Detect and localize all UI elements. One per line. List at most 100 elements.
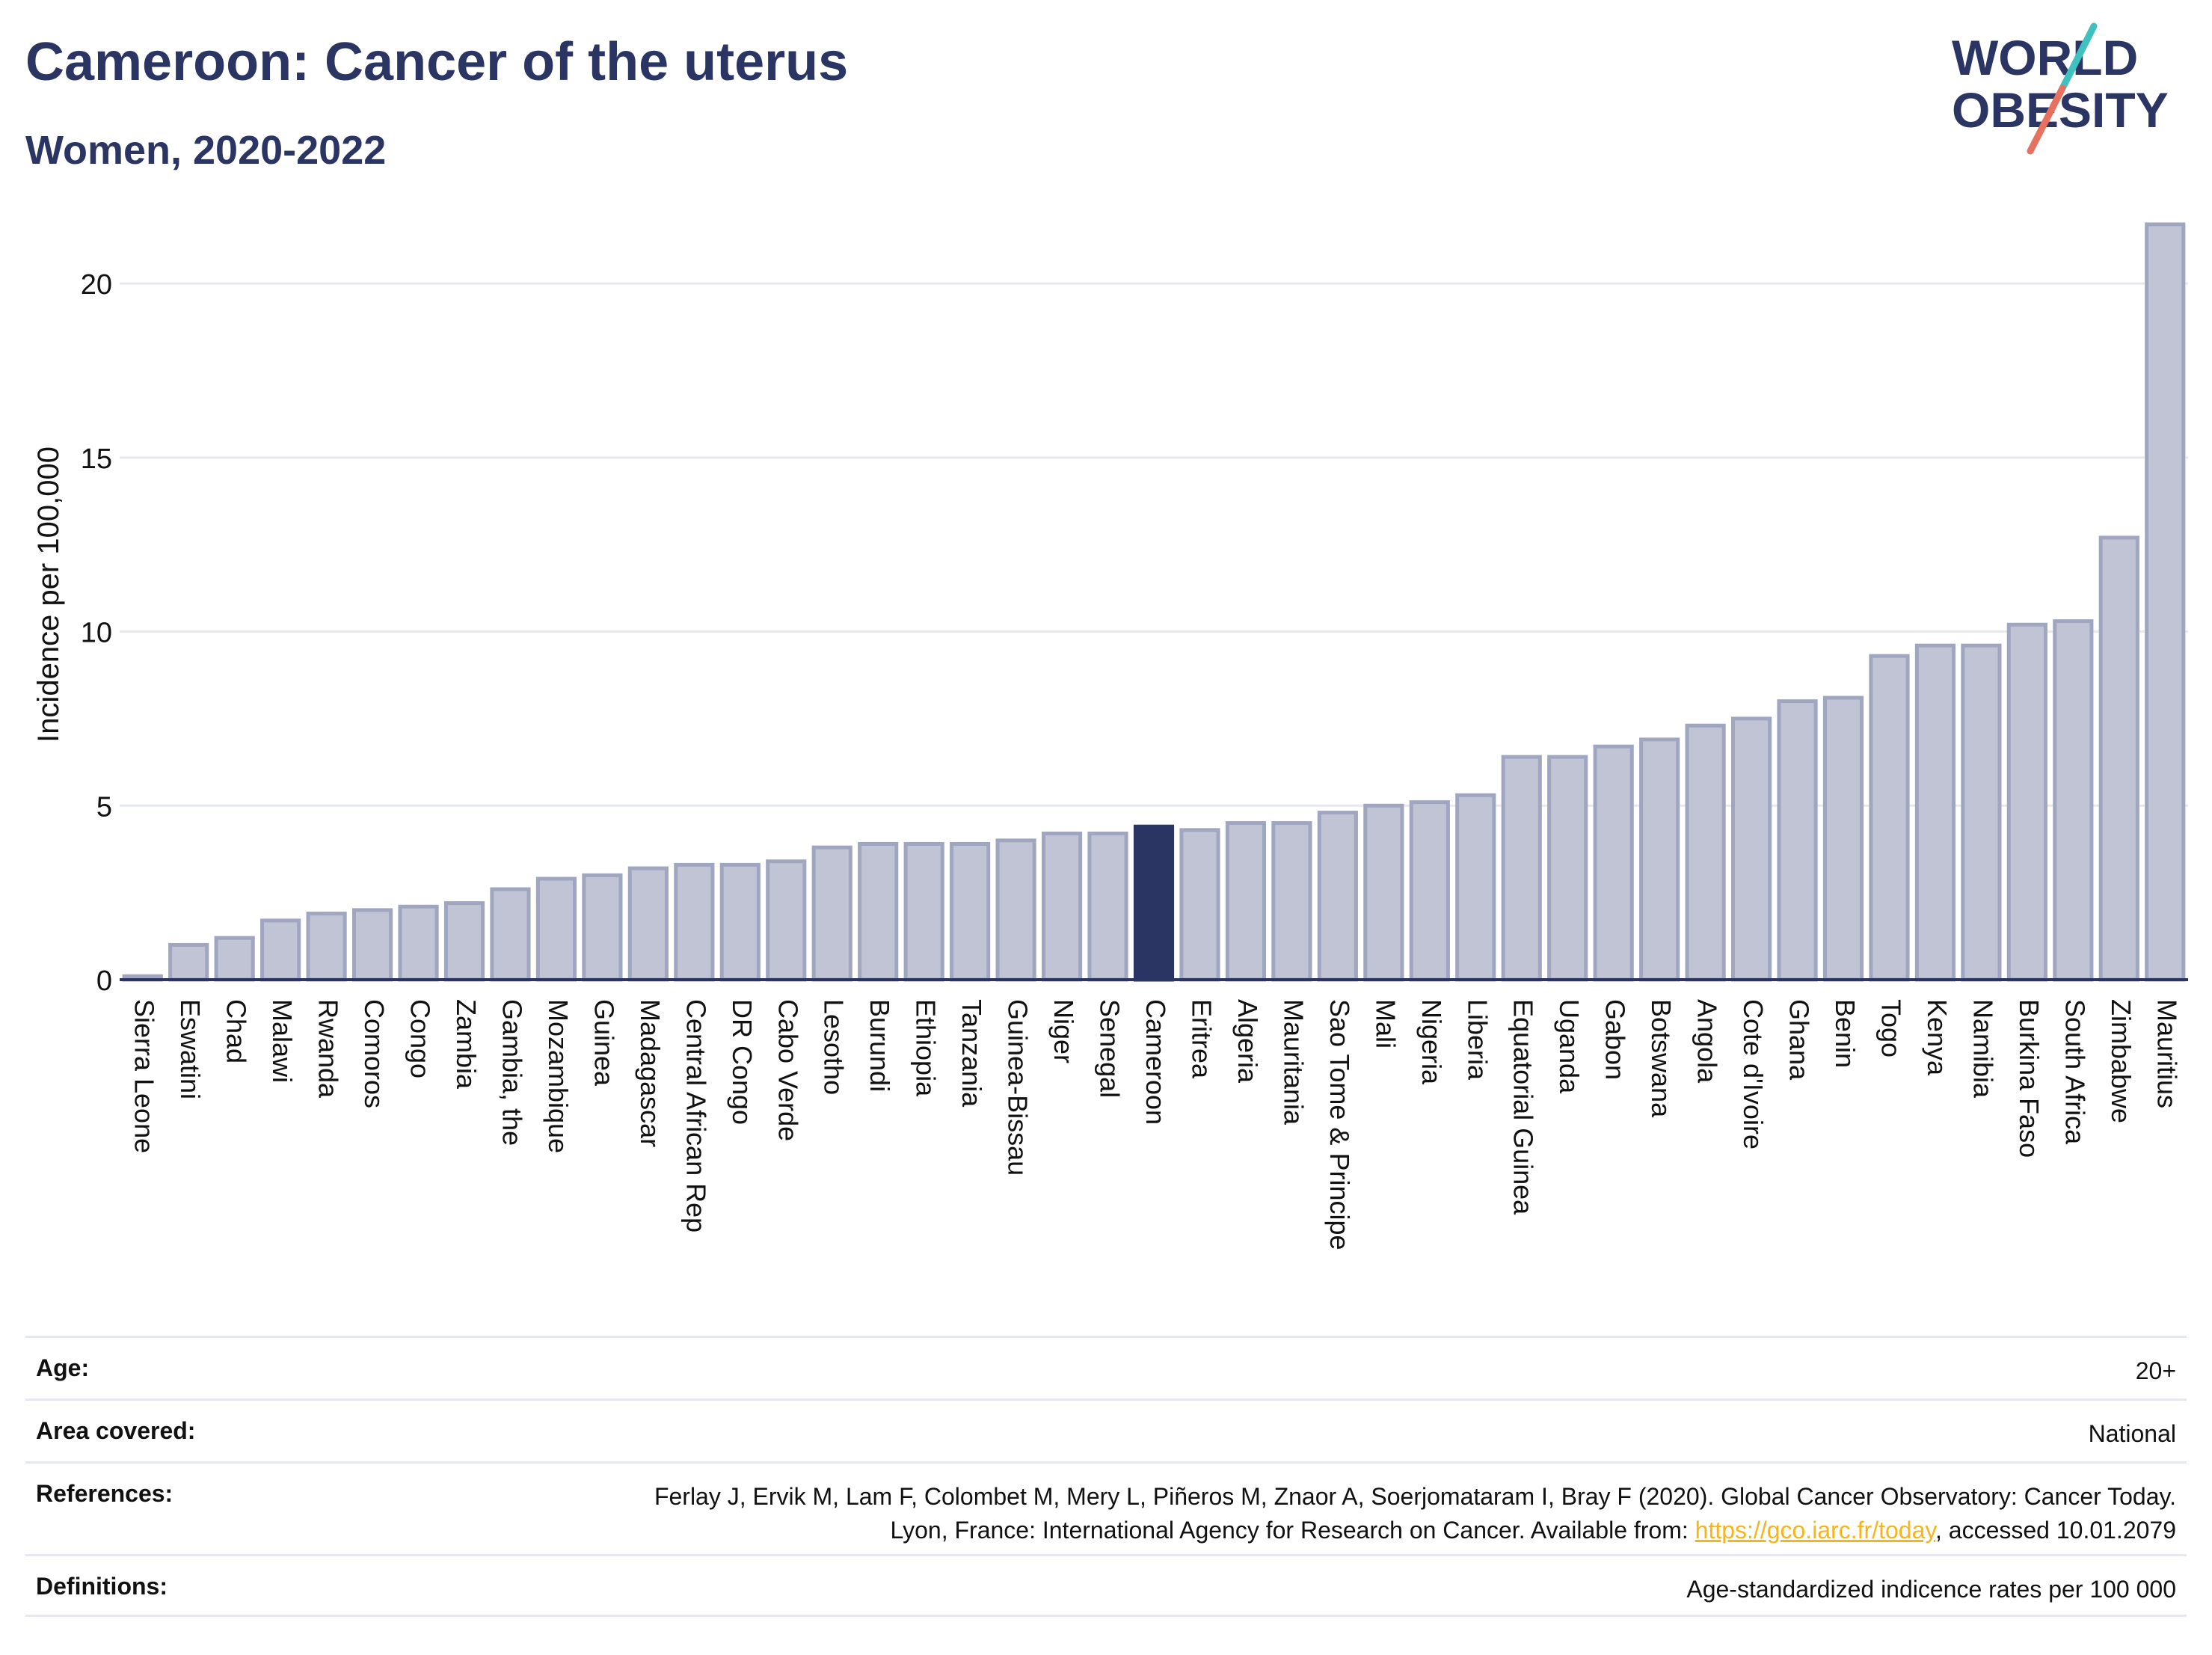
page-title: Cameroon: Cancer of the uterus bbox=[25, 32, 849, 92]
x-tick-label: Eritrea bbox=[1186, 999, 1217, 1079]
bar-algeria bbox=[1225, 821, 1267, 982]
x-tick-label: Liberia bbox=[1462, 999, 1493, 1081]
x-tick-label: Angola bbox=[1692, 999, 1723, 1084]
bar-burundi bbox=[858, 841, 899, 982]
bar-benin bbox=[1822, 696, 1864, 982]
info-row-definitions: Definitions: Age-standardized indicence … bbox=[25, 1554, 2187, 1617]
x-tick-label: Mauritania bbox=[1278, 999, 1309, 1126]
x-tick-label: Nigeria bbox=[1416, 999, 1447, 1085]
x-tick-label: Sao Tome & Principe bbox=[1324, 999, 1355, 1250]
x-tick-label: Zimbabwe bbox=[2106, 999, 2136, 1123]
bar-zambia bbox=[443, 901, 485, 982]
x-tick-label: Madagascar bbox=[635, 999, 666, 1147]
bar-chart: 0 5 10 15 20 Sierra Leone Eswatini Chad Malawi R… bbox=[32, 222, 2188, 1250]
logo-slash-bottom bbox=[2027, 85, 2066, 155]
y-tick-label: 5 bbox=[96, 791, 112, 823]
area-value: National bbox=[2088, 1420, 2176, 1447]
bar-equatorial-guinea bbox=[1501, 755, 1542, 982]
bar-togo bbox=[1869, 654, 1910, 982]
x-tick-label: Benin bbox=[1830, 999, 1861, 1068]
bar-eritrea bbox=[1179, 828, 1220, 982]
x-tick-label: Mauritius bbox=[2151, 999, 2182, 1108]
references-accessed: , accessed 10.01.2079 bbox=[1935, 1516, 2176, 1544]
bar-congo bbox=[398, 904, 439, 982]
x-tick-label: Cabo Verde bbox=[772, 999, 803, 1141]
logo-line1: WORLD bbox=[1952, 30, 2138, 85]
logo-slash-top bbox=[2059, 22, 2098, 92]
bar-botswana bbox=[1639, 737, 1680, 982]
bar-chad bbox=[214, 936, 255, 982]
y-tick-label: 20 bbox=[81, 269, 112, 301]
bar-kenya bbox=[1914, 643, 1956, 982]
bar-namibia bbox=[1961, 643, 2002, 982]
x-tick-label: Eswatini bbox=[175, 999, 206, 1099]
bar-malawi bbox=[260, 918, 301, 982]
bar-uganda bbox=[1547, 755, 1588, 982]
references-label: References: bbox=[36, 1480, 173, 1507]
bar-mauritania bbox=[1271, 821, 1312, 982]
x-tick-label: Mali bbox=[1370, 999, 1401, 1048]
x-tick-label: Botswana bbox=[1646, 999, 1677, 1118]
x-tick-label: Comoros bbox=[359, 999, 390, 1108]
x-tick-label: Gabon bbox=[1600, 999, 1631, 1080]
bar-zimbabwe bbox=[2098, 535, 2139, 982]
x-tick-label: Gambia, the bbox=[497, 999, 527, 1146]
x-tick-label: Burundi bbox=[864, 999, 895, 1092]
x-tick-label: Mozambique bbox=[543, 999, 574, 1153]
bar-layer bbox=[122, 222, 2186, 982]
x-tick-label: Guinea-Bissau bbox=[1003, 999, 1033, 1176]
x-tick-label: Burkina Faso bbox=[2014, 999, 2044, 1158]
bar-tanzania bbox=[950, 841, 991, 982]
x-tick-label: Namibia bbox=[1967, 999, 1998, 1099]
area-label: Area covered: bbox=[36, 1417, 196, 1444]
x-tick-label: Togo bbox=[1875, 999, 1906, 1057]
info-row-references: References: Ferlay J, Ervik M, Lam F, Co… bbox=[25, 1461, 2187, 1554]
bar-cameroon bbox=[1133, 824, 1175, 982]
x-tick-label: Cote d'Ivoire bbox=[1738, 999, 1769, 1149]
bar-central-african-rep bbox=[674, 862, 715, 982]
x-tick-label: Tanzania bbox=[956, 999, 987, 1108]
x-tick-label: South Africa bbox=[2059, 999, 2090, 1145]
x-tick-label: Lesotho bbox=[819, 999, 850, 1095]
x-tick-label: DR Congo bbox=[727, 999, 758, 1125]
x-tick-label: Guinea bbox=[589, 999, 619, 1087]
world-obesity-logo: WORLD OBESITY bbox=[1952, 22, 2169, 155]
x-tick-label: Central African Rep bbox=[681, 999, 711, 1232]
bar-ethiopia bbox=[903, 841, 944, 982]
references-text: Ferlay J, Ervik M, Lam F, Colombet M, Me… bbox=[654, 1483, 2176, 1544]
age-value: 20+ bbox=[2135, 1357, 2176, 1384]
bar-gabon bbox=[1593, 744, 1634, 982]
x-tick-label: Chad bbox=[221, 999, 252, 1063]
bar-angola bbox=[1685, 723, 1726, 982]
x-tick-label: Zambia bbox=[451, 999, 482, 1090]
x-tick-label: Congo bbox=[405, 999, 436, 1078]
bar-gambia-the bbox=[490, 887, 531, 982]
bar-mauritius bbox=[2145, 222, 2186, 982]
x-tick-label: Sierra Leone bbox=[129, 999, 160, 1153]
x-tick-label: Algeria bbox=[1232, 999, 1263, 1084]
bar-burkina-faso bbox=[2006, 622, 2047, 982]
references-link[interactable]: https://gco.iarc.fr/today bbox=[1695, 1516, 1935, 1544]
bar-cote-d-ivoire bbox=[1730, 716, 1772, 982]
definitions-value: Age-standardized indicence rates per 100… bbox=[1686, 1576, 2176, 1603]
bar-rwanda bbox=[306, 912, 347, 982]
bar-eswatini bbox=[168, 942, 209, 982]
x-tick-label: Malawi bbox=[267, 999, 298, 1083]
bar-liberia bbox=[1455, 793, 1496, 982]
x-tick-label: Cameroon bbox=[1140, 999, 1171, 1125]
x-tick-label: Equatorial Guinea bbox=[1508, 999, 1539, 1215]
definitions-label: Definitions: bbox=[36, 1573, 168, 1600]
bar-nigeria bbox=[1409, 800, 1450, 982]
x-tick-label: Rwanda bbox=[313, 999, 344, 1099]
bar-guinea bbox=[582, 873, 623, 982]
y-tick-label: 0 bbox=[96, 965, 112, 997]
bar-lesotho bbox=[811, 845, 852, 982]
info-table: Age: 20+ Area covered: National Referenc… bbox=[25, 1336, 2187, 1617]
info-row-age: Age: 20+ bbox=[25, 1336, 2187, 1398]
age-label: Age: bbox=[36, 1354, 90, 1381]
bar-niger bbox=[1041, 832, 1083, 982]
bar-cabo-verde bbox=[766, 859, 807, 982]
bar-mali bbox=[1363, 803, 1404, 982]
info-row-area: Area covered: National bbox=[25, 1398, 2187, 1461]
x-tick-label: Kenya bbox=[1922, 999, 1953, 1076]
